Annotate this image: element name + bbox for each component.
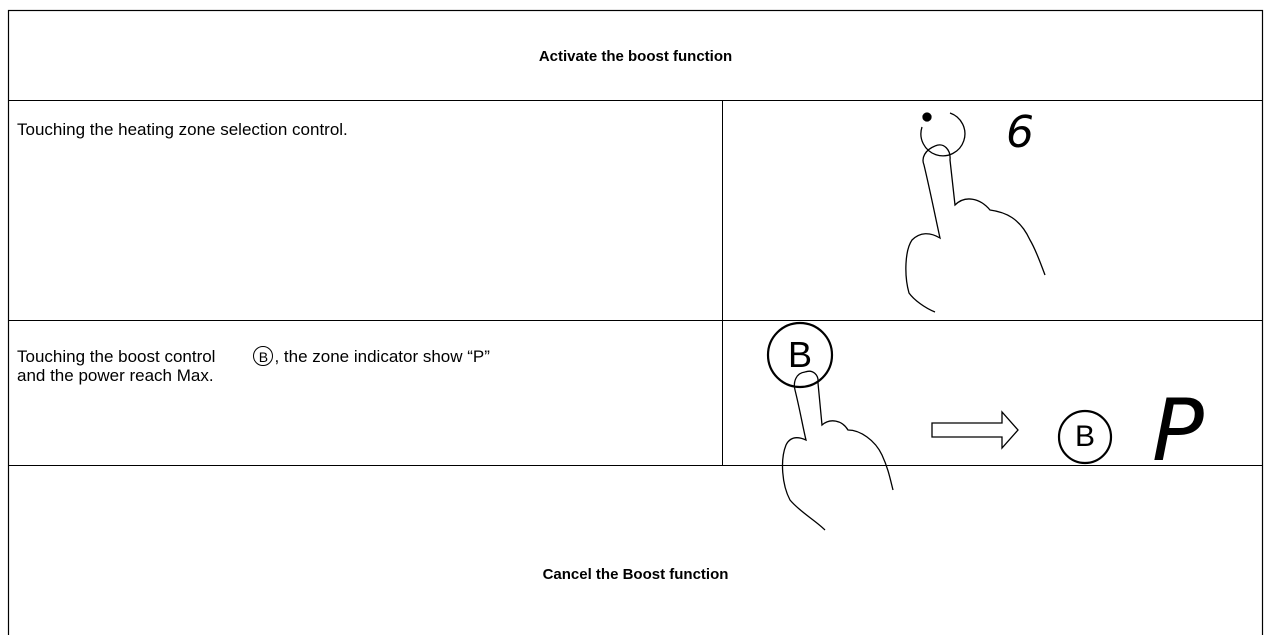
- text: , the zone indicator show “P”: [274, 347, 490, 366]
- table-border: [7, 9, 1264, 635]
- arrow: [931, 410, 1019, 450]
- boost-button-label: B: [787, 334, 812, 375]
- step-text: and the power reach Max.: [17, 366, 214, 385]
- heading: Cancel the Boost function: [542, 566, 729, 583]
- display-digit: 6: [1006, 107, 1034, 158]
- hand-illustration: [905, 112, 1046, 313]
- boost-icon: B: [253, 346, 274, 366]
- step-text: Touching the boost control B, the zone in…: [17, 346, 490, 367]
- heading: Activate the boost function: [538, 48, 733, 65]
- display-digit: P: [1152, 381, 1204, 481]
- hand-illustration: [766, 321, 1113, 531]
- step-text: Touching the heating zone selection cont…: [17, 120, 348, 139]
- text: Touching the boost control: [17, 347, 216, 366]
- boost-indicator-label: B: [1074, 420, 1095, 453]
